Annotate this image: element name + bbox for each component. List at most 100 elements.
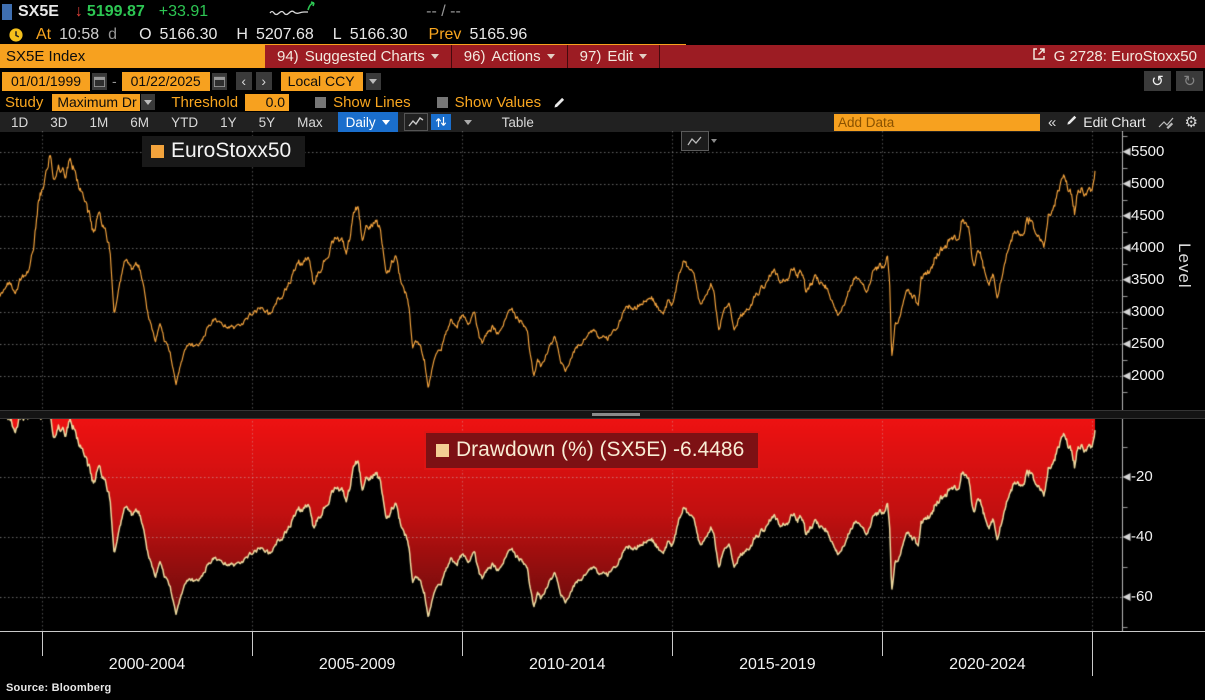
quote-time: 10:58	[59, 25, 100, 43]
menu-label: Suggested Charts	[304, 48, 425, 65]
menu-key: 96)	[463, 48, 486, 65]
annotate-pencil-icon[interactable]	[553, 96, 566, 109]
chart-reference[interactable]: G 2728: EuroStoxx50	[1032, 47, 1205, 66]
frequency-select[interactable]: Daily	[337, 112, 398, 132]
high-value: 5207.68	[255, 25, 314, 43]
x-tick	[1092, 631, 1093, 676]
menu-label: Edit	[607, 48, 634, 65]
price-series-legend[interactable]: EuroStoxx50	[142, 136, 306, 167]
study-caret[interactable]	[141, 94, 156, 110]
show-values-checkbox[interactable]	[436, 96, 448, 108]
menu-item-edit[interactable]: 97) Edit	[568, 45, 661, 68]
tab-1y[interactable]: 1Y	[220, 114, 237, 130]
y-tick-label: 3500	[1131, 270, 1165, 288]
show-lines-label: Show Lines	[333, 93, 411, 111]
calendar-icon[interactable]	[211, 72, 227, 90]
tab-6m[interactable]: 6M	[130, 114, 150, 130]
open-label: O	[139, 25, 152, 43]
low-label: L	[332, 25, 342, 43]
x-axis-label: 2005-2009	[318, 656, 396, 673]
menu-item-actions[interactable]: 96) Actions	[452, 45, 568, 68]
x-axis-label: 2020-2024	[949, 656, 1026, 673]
settings-gear-icon[interactable]: ⚙	[1184, 114, 1198, 131]
security-input[interactable]: SX5E Index	[0, 45, 265, 68]
at-label: At	[36, 25, 52, 43]
edit-chart-label: Edit Chart	[1083, 114, 1146, 130]
tab-1d[interactable]: 1D	[11, 114, 29, 130]
study-label: Study	[5, 93, 44, 111]
undo-button[interactable]: ↺	[1144, 71, 1171, 91]
line-chart-type-icon[interactable]	[403, 113, 428, 131]
session-indicator: d	[108, 25, 118, 43]
x-axis-label: 2015-2019	[739, 656, 816, 673]
mini-line-chart-icon[interactable]	[681, 131, 709, 151]
x-tick	[42, 631, 43, 656]
compare-arrows-icon[interactable]	[430, 114, 451, 130]
y-tick-label: -60	[1131, 588, 1153, 606]
start-date-input[interactable]: 01/01/1999	[2, 71, 90, 91]
y-tick-label: 4500	[1131, 206, 1165, 224]
high-label: H	[236, 25, 248, 43]
price-chart-canvas[interactable]	[0, 131, 1205, 410]
redo-button[interactable]: ↻	[1176, 71, 1203, 91]
menu-key: 94)	[277, 48, 299, 65]
drawdown-legend-text: Drawdown (%) (SX5E) -6.4486	[456, 438, 745, 461]
series-swatch-icon	[436, 443, 449, 457]
divider-drag-handle[interactable]	[592, 413, 640, 416]
tab-3d[interactable]: 3D	[50, 114, 68, 130]
chart-menu-bar: 94) Suggested Charts 96) Actions 97) Edi…	[265, 45, 1205, 68]
collapse-panel-button[interactable]: «	[1047, 113, 1057, 131]
series-swatch-icon	[151, 144, 164, 158]
study-bar: Study Maximum Dr Threshold 0.0 Show Line…	[0, 93, 1205, 111]
menu-label: Actions	[491, 48, 541, 65]
next-period-button[interactable]: ›	[255, 72, 272, 90]
x-tick	[672, 631, 673, 656]
y-tick-label: -40	[1131, 528, 1153, 546]
show-values-label: Show Values	[454, 93, 542, 111]
end-date-input[interactable]: 01/22/2025	[121, 71, 210, 91]
price-down-arrow-icon: ↓	[74, 3, 83, 20]
command-line-underline	[0, 44, 686, 45]
tab-ytd[interactable]: YTD	[171, 114, 199, 130]
chart-type-overlay[interactable]	[681, 131, 717, 151]
menu-item-suggested-charts[interactable]: 94) Suggested Charts	[265, 45, 452, 68]
date-separator: -	[112, 73, 117, 89]
x-tick	[882, 631, 883, 656]
quote-header: SX5E ↓ 5199.87 +33.91 -- / --	[0, 0, 1205, 24]
add-data-input[interactable]	[833, 113, 1040, 131]
x-axis-label: 2000-2004	[108, 656, 186, 673]
chart-options-caret[interactable]	[459, 114, 477, 130]
table-button[interactable]: Table	[501, 114, 534, 130]
frequency-value: Daily	[345, 114, 376, 130]
chart-toolbar: 1D 3D 1M 6M YTD 1Y 5Y Max Daily Table « …	[0, 112, 1205, 132]
show-lines-checkbox[interactable]	[315, 96, 327, 108]
y-tick-label: 4000	[1131, 238, 1165, 256]
study-select[interactable]: Maximum Dr	[52, 93, 141, 111]
drawdown-legend[interactable]: Drawdown (%) (SX5E) -6.4486	[424, 431, 761, 470]
calendar-icon[interactable]	[92, 72, 107, 90]
chevron-down-icon[interactable]	[711, 139, 717, 143]
price-change: +33.91	[158, 3, 209, 20]
y-tick-label: 2000	[1131, 367, 1165, 385]
y-tick-label: 5000	[1131, 174, 1165, 192]
tab-5y[interactable]: 5Y	[258, 114, 276, 130]
currency-select[interactable]: Local CCY	[280, 71, 363, 91]
panel-divider[interactable]	[0, 410, 1205, 419]
prev-label: Prev	[428, 25, 462, 43]
y-tick-label: -20	[1131, 468, 1153, 486]
tab-1m[interactable]: 1M	[89, 114, 109, 130]
prev-period-button[interactable]: ‹	[235, 72, 252, 90]
menu-row: SX5E Index 94) Suggested Charts 96) Acti…	[0, 45, 1205, 68]
y-tick-label: 3000	[1131, 302, 1165, 320]
chevron-down-icon	[546, 54, 555, 59]
currency-caret[interactable]	[365, 72, 381, 90]
annotate-chart-icon[interactable]	[1158, 116, 1174, 129]
y-axis-title: Level	[1175, 243, 1194, 289]
edit-chart-button[interactable]: Edit Chart	[1066, 113, 1146, 131]
low-value: 5166.30	[349, 25, 408, 43]
chevron-down-icon	[430, 54, 439, 59]
threshold-input[interactable]: 0.0	[245, 93, 290, 111]
tab-max[interactable]: Max	[297, 114, 323, 130]
source-label: Source: Bloomberg	[6, 682, 112, 694]
